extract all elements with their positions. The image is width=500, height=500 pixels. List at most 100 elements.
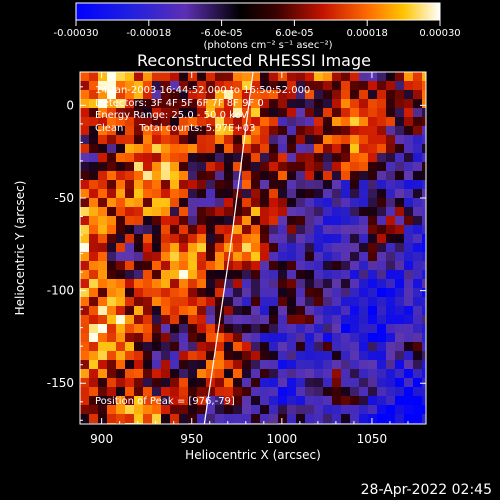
heatmap-cell: [107, 171, 117, 181]
heatmap-cell: [152, 270, 162, 280]
heatmap-cell: [269, 225, 279, 235]
heatmap-cell: [395, 252, 405, 262]
heatmap-cell: [278, 144, 288, 154]
heatmap-cell: [350, 90, 360, 100]
heatmap-cell: [224, 99, 234, 109]
heatmap-cell: [134, 216, 144, 226]
heatmap-cell: [89, 216, 99, 226]
heatmap-cell: [152, 108, 162, 118]
heatmap-cell: [152, 351, 162, 361]
heatmap-cell: [404, 351, 414, 361]
heatmap-cell: [134, 198, 144, 208]
heatmap-cell: [341, 189, 351, 199]
heatmap-cell: [116, 297, 126, 307]
heatmap-cell: [413, 396, 423, 406]
heatmap-cell: [404, 306, 414, 316]
heatmap-cell: [179, 189, 189, 199]
heatmap-cell: [179, 234, 189, 244]
heatmap-cell: [251, 108, 261, 118]
heatmap-cell: [188, 144, 198, 154]
observation-info: 14-Jan-2003 16:44:52.000 to 16:50:52.000…: [95, 85, 310, 135]
heatmap-cell: [377, 189, 387, 199]
heatmap-cell: [161, 279, 171, 289]
heatmap-cell: [413, 360, 423, 370]
heatmap-cell: [413, 369, 423, 379]
heatmap-cell: [233, 378, 243, 388]
colorbar-tick-label: 6.0e-05: [275, 28, 313, 39]
heatmap-cell: [215, 189, 225, 199]
heatmap-cell: [377, 342, 387, 352]
heatmap-cell: [278, 369, 288, 379]
heatmap-cell: [413, 81, 423, 91]
heatmap-cell: [269, 198, 279, 208]
heatmap-cell: [215, 216, 225, 226]
heatmap-cell: [350, 126, 360, 136]
heatmap-cell: [287, 216, 297, 226]
heatmap-cell: [269, 288, 279, 298]
heatmap-cell: [287, 198, 297, 208]
heatmap-cell: [161, 189, 171, 199]
heatmap-cell: [80, 306, 90, 316]
heatmap-cell: [152, 216, 162, 226]
heatmap-cell: [125, 270, 135, 280]
heatmap-cell: [161, 72, 171, 82]
heatmap-cell: [125, 171, 135, 181]
heatmap-cell: [170, 351, 180, 361]
heatmap-cell: [332, 279, 342, 289]
heatmap-cell: [107, 270, 117, 280]
heatmap-cell: [116, 171, 126, 181]
heatmap-cell: [152, 396, 162, 406]
heatmap-cell: [251, 387, 261, 397]
heatmap-cell: [215, 414, 225, 424]
heatmap-cell: [89, 108, 99, 118]
heatmap-cell: [125, 99, 135, 109]
heatmap-cell: [134, 180, 144, 190]
heatmap-cell: [107, 297, 117, 307]
heatmap-cell: [422, 243, 426, 253]
heatmap-cell: [197, 315, 207, 325]
heatmap-cell: [98, 153, 108, 163]
heatmap-cell: [224, 279, 234, 289]
heatmap-cell: [260, 198, 270, 208]
heatmap-cell: [350, 306, 360, 316]
heatmap-cell: [251, 198, 261, 208]
heatmap-cell: [98, 315, 108, 325]
heatmap-cell: [179, 144, 189, 154]
heatmap-cell: [323, 90, 333, 100]
heatmap-cell: [332, 135, 342, 145]
heatmap-cell: [377, 279, 387, 289]
heatmap-cell: [377, 117, 387, 127]
heatmap-cell: [152, 252, 162, 262]
heatmap-cell: [233, 99, 243, 109]
heatmap-cell: [395, 405, 405, 415]
heatmap-cell: [98, 243, 108, 253]
heatmap-cell: [395, 180, 405, 190]
heatmap-cell: [215, 351, 225, 361]
heatmap-cell: [278, 396, 288, 406]
heatmap-cell: [170, 252, 180, 262]
heatmap-cell: [233, 135, 243, 145]
heatmap-cell: [377, 306, 387, 316]
heatmap-cell: [233, 333, 243, 343]
heatmap-cell: [215, 90, 225, 100]
heatmap-cell: [341, 126, 351, 136]
heatmap-cell: [305, 225, 315, 235]
heatmap-cell: [224, 315, 234, 325]
heatmap-cell: [89, 180, 99, 190]
heatmap-cell: [206, 243, 216, 253]
heatmap-cell: [215, 360, 225, 370]
heatmap-cell: [80, 387, 90, 397]
heatmap-cell: [134, 360, 144, 370]
heatmap-cell: [314, 81, 324, 91]
heatmap-cell: [125, 279, 135, 289]
heatmap-cell: [197, 405, 207, 415]
heatmap-cell: [197, 81, 207, 91]
heatmap-cell: [98, 117, 108, 127]
heatmap-cell: [413, 108, 423, 118]
heatmap-cell: [224, 288, 234, 298]
heatmap-cell: [386, 252, 396, 262]
heatmap-cell: [350, 171, 360, 181]
heatmap-cell: [260, 288, 270, 298]
heatmap-cell: [125, 90, 135, 100]
heatmap-cell: [422, 162, 426, 172]
